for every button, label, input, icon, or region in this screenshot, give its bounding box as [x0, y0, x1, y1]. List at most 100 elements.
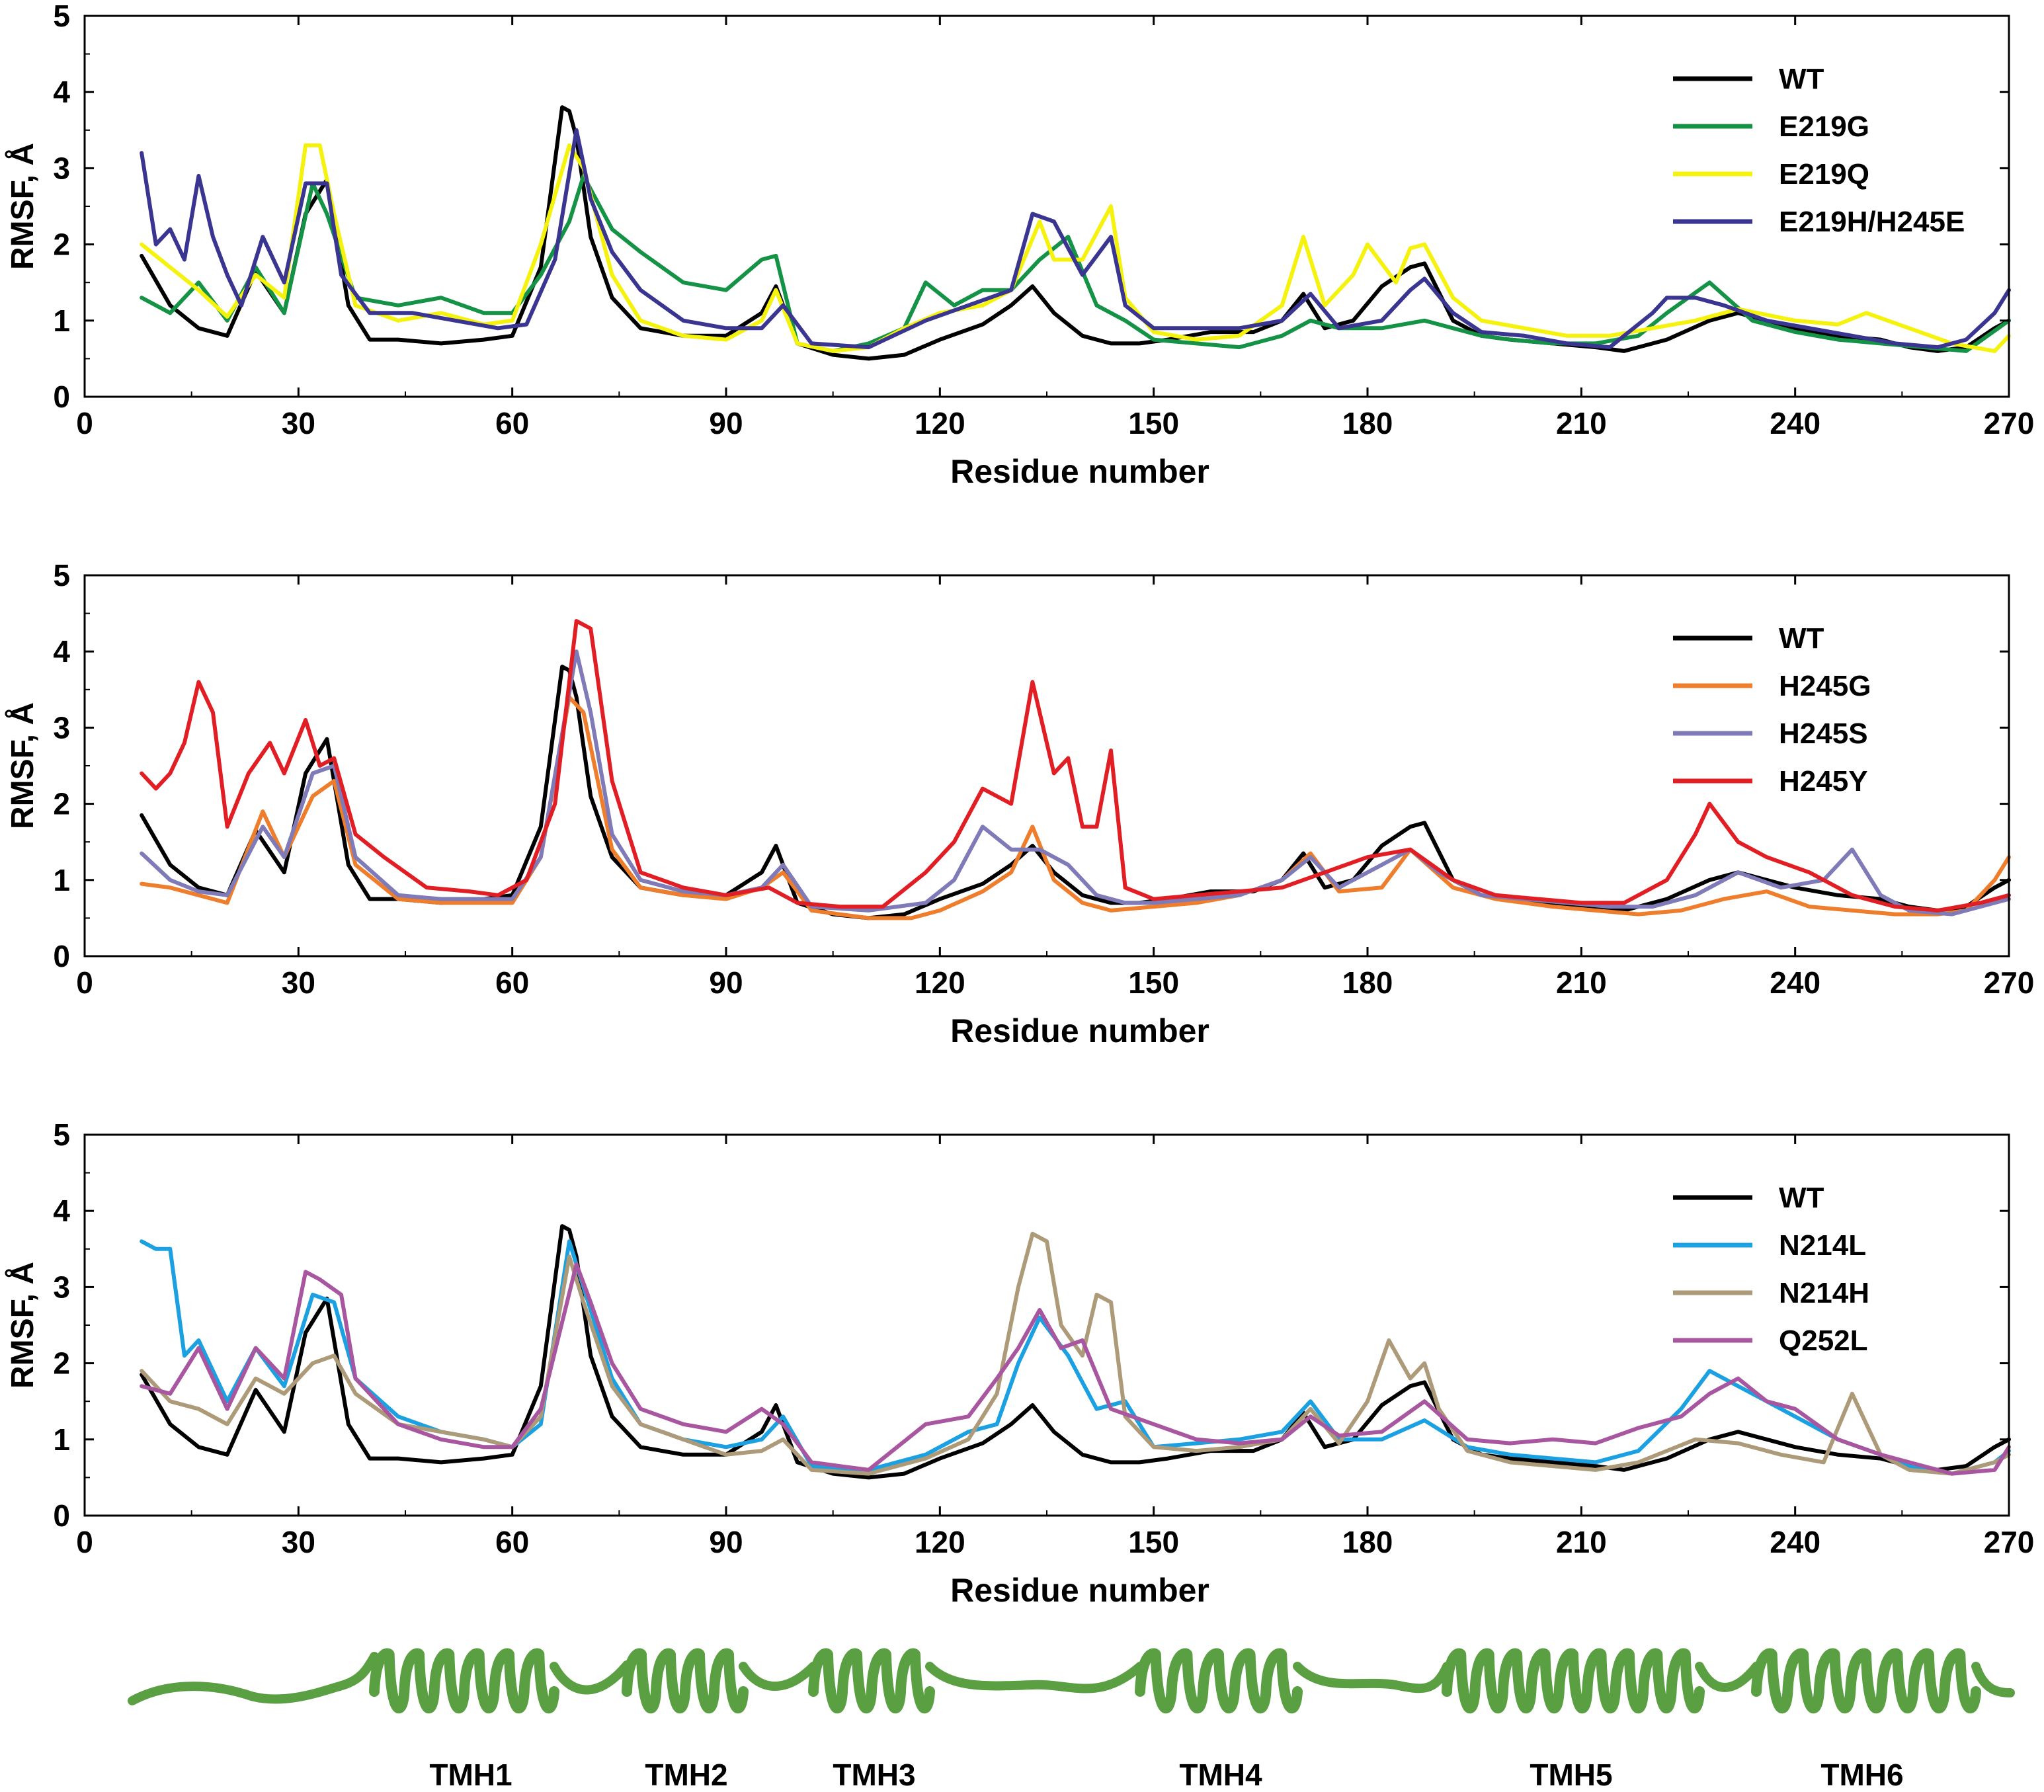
- x-tick-label: 120: [915, 406, 965, 440]
- rmsf-panel-3: 0 30 60 90 120 150 180 210 240 270 0 1 2 3 4 5 Residue n…: [5, 1118, 2034, 1609]
- y-tick-label: 3: [53, 710, 70, 745]
- series-line-e219q: [140, 143, 2011, 353]
- x-tick-label: 270: [1984, 406, 2035, 440]
- coil-segment: [128, 1652, 379, 1705]
- y-tick-label: 2: [53, 1346, 70, 1381]
- coil-segment: [739, 1662, 818, 1691]
- y-tick-label: 4: [53, 634, 70, 669]
- legend-label: E219H/H245E: [1779, 206, 1965, 238]
- y-tick-label: 5: [53, 0, 70, 33]
- x-axis-title: Residue number: [950, 1012, 1209, 1049]
- y-tick-label: 2: [53, 787, 70, 821]
- helix-label: TMH6: [1820, 1758, 1903, 1792]
- y-axis-title: RMSF, Å: [5, 143, 40, 270]
- helix-coil: [1135, 1648, 1303, 1714]
- legend-label: E219G: [1779, 110, 1869, 143]
- y-tick-label: 2: [53, 227, 70, 262]
- series-line-wt: [140, 105, 2011, 361]
- x-tick-label: 120: [915, 965, 965, 1000]
- x-tick-label: 30: [282, 406, 315, 440]
- legend-label: H245Y: [1779, 765, 1868, 797]
- x-tick-label: 180: [1342, 1525, 1393, 1559]
- y-tick-label: 5: [53, 1118, 70, 1152]
- helix-coil: [622, 1648, 749, 1714]
- x-tick-label: 0: [76, 965, 93, 1000]
- y-axis-title: RMSF, Å: [5, 702, 40, 829]
- helix-label: TMH4: [1179, 1758, 1262, 1792]
- legend-label: N214H: [1779, 1277, 1869, 1309]
- legend-label: N214L: [1779, 1229, 1866, 1262]
- helix-3: TMH3: [808, 1648, 935, 1792]
- y-tick-label: 1: [53, 863, 70, 897]
- helix-2: TMH2: [622, 1648, 749, 1792]
- series-line-e219h-h245e: [140, 128, 2011, 350]
- helix-label: TMH1: [429, 1758, 512, 1792]
- x-tick-label: 210: [1556, 965, 1607, 1000]
- series-line-h245g: [140, 695, 2011, 920]
- x-tick-label: 0: [76, 1525, 93, 1559]
- x-tick-label: 210: [1556, 1525, 1607, 1559]
- x-axis-title: Residue number: [950, 453, 1209, 490]
- coil-segment: [1293, 1662, 1451, 1693]
- y-tick-label: 0: [53, 939, 70, 973]
- legend-label: H245G: [1779, 670, 1871, 702]
- y-tick-label: 0: [53, 380, 70, 414]
- helix-label: TMH2: [645, 1758, 727, 1792]
- x-tick-label: 60: [495, 965, 529, 1000]
- series-lines: [140, 619, 2011, 920]
- rmsf-panel-1: 0 30 60 90 120 150 180 210 240 270 0 1 2 3 4 5 Residue n…: [5, 0, 2034, 490]
- x-tick-label: 270: [1984, 965, 2035, 1000]
- series-line-h245s: [140, 649, 2011, 916]
- helix-coil: [369, 1648, 559, 1714]
- y-tick-label: 4: [53, 1194, 70, 1228]
- x-tick-label: 240: [1770, 1525, 1820, 1559]
- helix-5: TMH5: [1442, 1648, 1705, 1792]
- legend-label: E219Q: [1779, 158, 1869, 190]
- coil-segment: [1971, 1662, 2015, 1697]
- helix-coil: [808, 1648, 935, 1714]
- legend-label: WT: [1779, 63, 1824, 95]
- x-tick-label: 90: [709, 965, 743, 1000]
- helix-1: TMH1: [369, 1648, 559, 1792]
- series-line-n214l: [140, 1239, 2011, 1476]
- y-tick-label: 0: [53, 1498, 70, 1533]
- coil-segment: [550, 1660, 632, 1695]
- x-tick-label: 60: [495, 1525, 529, 1559]
- legend-label: WT: [1779, 622, 1824, 655]
- y-tick-label: 1: [53, 1422, 70, 1457]
- transmembrane-helix-diagram: TMH1 TMH2 TMH3 TMH4 TMH5 TMH6: [128, 1648, 2015, 1792]
- series-line-e219g: [140, 173, 2011, 353]
- helix-4: TMH4: [1135, 1648, 1303, 1792]
- x-tick-label: 240: [1770, 965, 1820, 1000]
- x-tick-label: 180: [1342, 965, 1393, 1000]
- helix-label: TMH5: [1530, 1758, 1612, 1792]
- x-tick-label: 60: [495, 406, 529, 440]
- x-tick-label: 90: [709, 1525, 743, 1559]
- series-lines: [140, 105, 2011, 361]
- legend-label: WT: [1779, 1182, 1824, 1214]
- x-tick-label: 210: [1556, 406, 1607, 440]
- y-tick-label: 3: [53, 151, 70, 185]
- x-tick-label: 120: [915, 1525, 965, 1559]
- helix-coil: [1751, 1648, 1981, 1714]
- x-tick-label: 30: [282, 1525, 315, 1559]
- legend-label: Q252L: [1779, 1324, 1868, 1357]
- x-tick-label: 0: [76, 406, 93, 440]
- series-line-n214h: [140, 1231, 2011, 1476]
- x-tick-label: 90: [709, 406, 743, 440]
- y-tick-label: 4: [53, 75, 70, 109]
- series-lines: [140, 1224, 2011, 1480]
- legend: WT H245G H245S H245Y: [1673, 622, 1871, 797]
- legend: WT N214L N214H Q252L: [1673, 1182, 1869, 1357]
- x-tick-label: 270: [1984, 1525, 2035, 1559]
- y-tick-label: 1: [53, 304, 70, 338]
- y-axis-title: RMSF, Å: [5, 1262, 40, 1389]
- rmsf-panel-2: 0 30 60 90 120 150 180 210 240 270 0 1 2 3 4 5 Residue n…: [5, 558, 2034, 1049]
- series-line-h245y: [140, 619, 2011, 913]
- helix-6: TMH6: [1751, 1648, 1981, 1792]
- legend: WT E219G E219Q E219H/H245E: [1673, 63, 1965, 238]
- helix-label: TMH3: [833, 1758, 915, 1792]
- x-tick-label: 30: [282, 965, 315, 1000]
- x-tick-label: 180: [1342, 406, 1393, 440]
